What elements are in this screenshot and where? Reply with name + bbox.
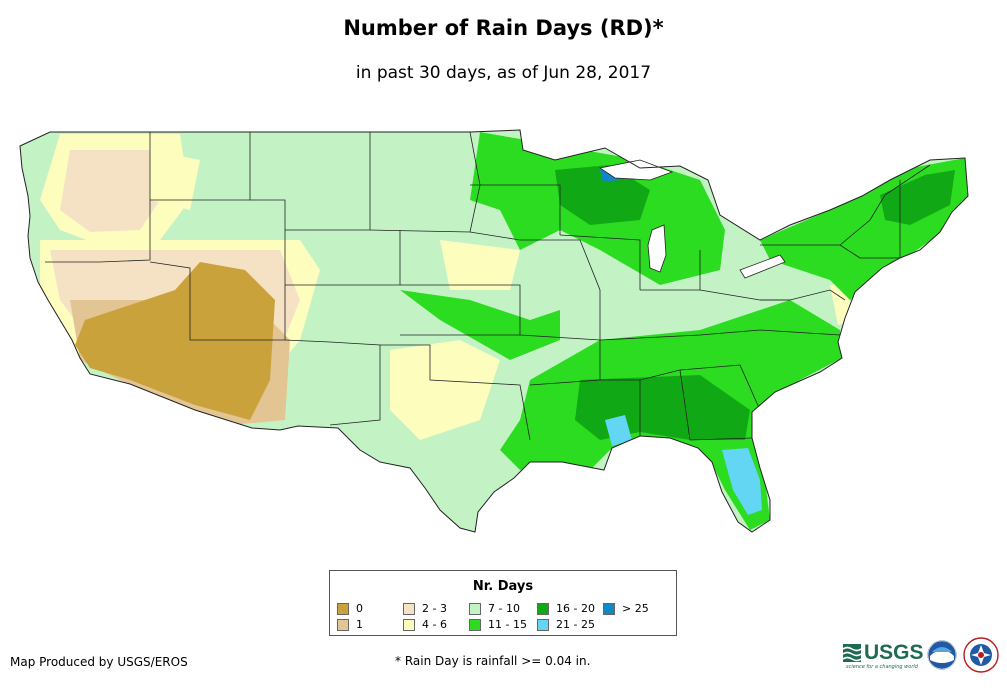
legend-swatch-0 <box>337 602 349 615</box>
legend-swatch-2 <box>403 602 415 615</box>
legend-swatch-4 <box>469 602 481 615</box>
footnote-text: * Rain Day is rainfall >= 0.04 in. <box>395 654 591 668</box>
legend-item-5: 11 - 15 <box>469 618 527 631</box>
legend: Nr. Days 0 1 2 - 3 4 - 6 7 - 10 11 - 15 … <box>329 570 677 636</box>
zone-21-25-louisiana <box>605 415 632 446</box>
legend-item-1: 1 <box>337 618 363 631</box>
legend-label-2: 2 - 3 <box>422 602 447 615</box>
nws-logo-icon <box>963 637 999 673</box>
legend-item-6: 16 - 20 <box>537 602 595 615</box>
legend-label-3: 4 - 6 <box>422 618 447 631</box>
map-title: Number of Rain Days (RD)* <box>343 16 664 40</box>
zone-4-6-kansas <box>440 240 520 290</box>
zone-21-25-florida <box>722 448 762 515</box>
usgs-wave-icon <box>843 644 861 662</box>
lake-michigan <box>647 224 667 273</box>
legend-swatch-5 <box>469 618 481 631</box>
legend-item-2: 2 - 3 <box>403 602 447 615</box>
legend-item-0: 0 <box>337 602 363 615</box>
us-rain-days-map <box>19 129 969 533</box>
zone-4-6-idaho <box>150 150 200 210</box>
legend-label-6: 16 - 20 <box>556 602 595 615</box>
legend-label-4: 7 - 10 <box>488 602 520 615</box>
legend-item-4: 7 - 10 <box>469 602 520 615</box>
legend-swatch-8 <box>603 602 615 615</box>
credit-text: Map Produced by USGS/EROS <box>10 655 188 669</box>
state-borders <box>45 131 941 441</box>
dry-west-zones <box>40 134 852 440</box>
zone-2-3-oregon <box>60 150 160 232</box>
legend-label-5: 11 - 15 <box>488 618 527 631</box>
legend-swatch-3 <box>403 618 415 631</box>
zone-11-15-midwest <box>400 290 560 360</box>
lake-superior <box>598 159 674 181</box>
wet-east-zones <box>400 132 968 530</box>
usgs-logo: USGS <box>843 641 924 665</box>
legend-item-7: 21 - 25 <box>537 618 595 631</box>
zone-16-20-upper-midwest <box>555 165 650 225</box>
map-subtitle: in past 30 days, as of Jun 28, 2017 <box>355 63 652 83</box>
usgs-tagline: science for a changing world <box>846 664 918 670</box>
zone-16-20-new-england <box>880 170 955 225</box>
legend-label-7: 21 - 25 <box>556 618 595 631</box>
legend-title: Nr. Days <box>472 579 534 594</box>
lake-erie <box>739 254 786 279</box>
legend-swatch-7 <box>537 618 549 631</box>
legend-label-1: 1 <box>356 618 363 631</box>
zone-4-6-texas <box>390 340 500 440</box>
zone-0-desert-southwest <box>75 262 275 420</box>
usgs-logo-text: USGS <box>864 641 924 664</box>
legend-label-0: 0 <box>356 602 363 615</box>
legend-swatch-1 <box>337 618 349 631</box>
legend-label-8: > 25 <box>622 602 649 615</box>
legend-item-3: 4 - 6 <box>403 618 447 631</box>
us-outline <box>19 129 969 533</box>
legend-swatch-6 <box>537 602 549 615</box>
legend-item-8: > 25 <box>603 602 649 615</box>
noaa-logo-icon <box>927 640 957 670</box>
